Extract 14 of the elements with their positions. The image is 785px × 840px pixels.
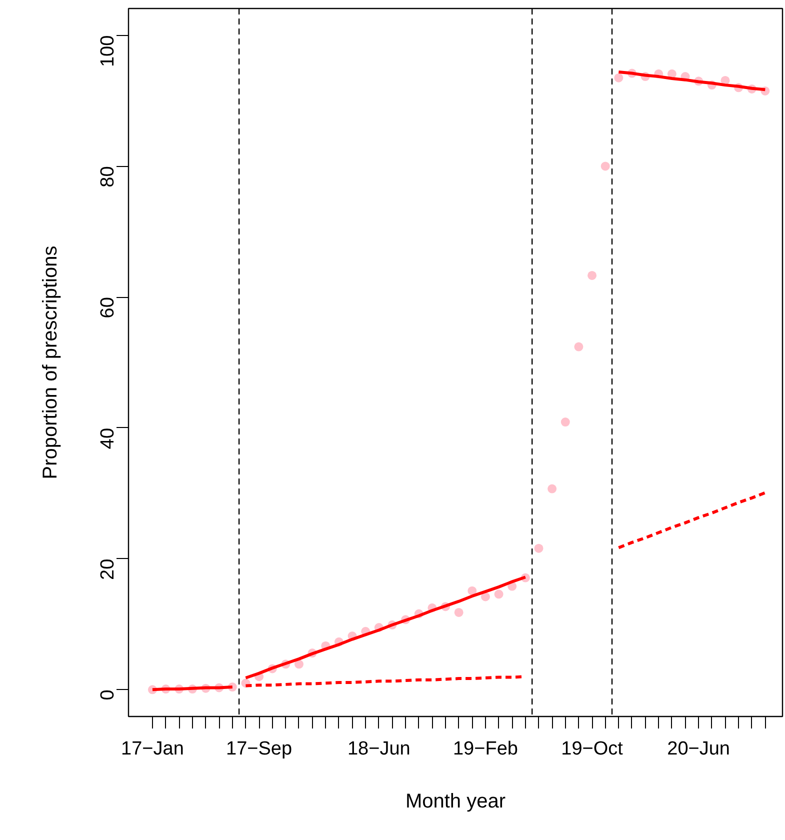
y-tick-label: 40 xyxy=(98,428,118,450)
x-axis-title: Month year xyxy=(405,790,506,812)
y-axis-title: Proportion of prescriptions xyxy=(40,246,62,480)
y-tick-label: 60 xyxy=(98,297,118,318)
x-tick-label: 17−Jan xyxy=(121,738,184,760)
y-tick-label: 20 xyxy=(98,558,118,580)
x-tick-label: 20−Jun xyxy=(667,738,730,760)
y-tick-label: 0 xyxy=(98,690,118,700)
y-tick-label: 80 xyxy=(98,166,118,188)
x-tick-label: 19−Feb xyxy=(452,738,518,760)
x-tick-label: 19−Oct xyxy=(561,738,624,760)
x-tick-label: 18−Jun xyxy=(347,738,410,760)
x-tick-label: 17−Sep xyxy=(226,738,292,760)
y-tick-label: 100 xyxy=(98,35,118,68)
